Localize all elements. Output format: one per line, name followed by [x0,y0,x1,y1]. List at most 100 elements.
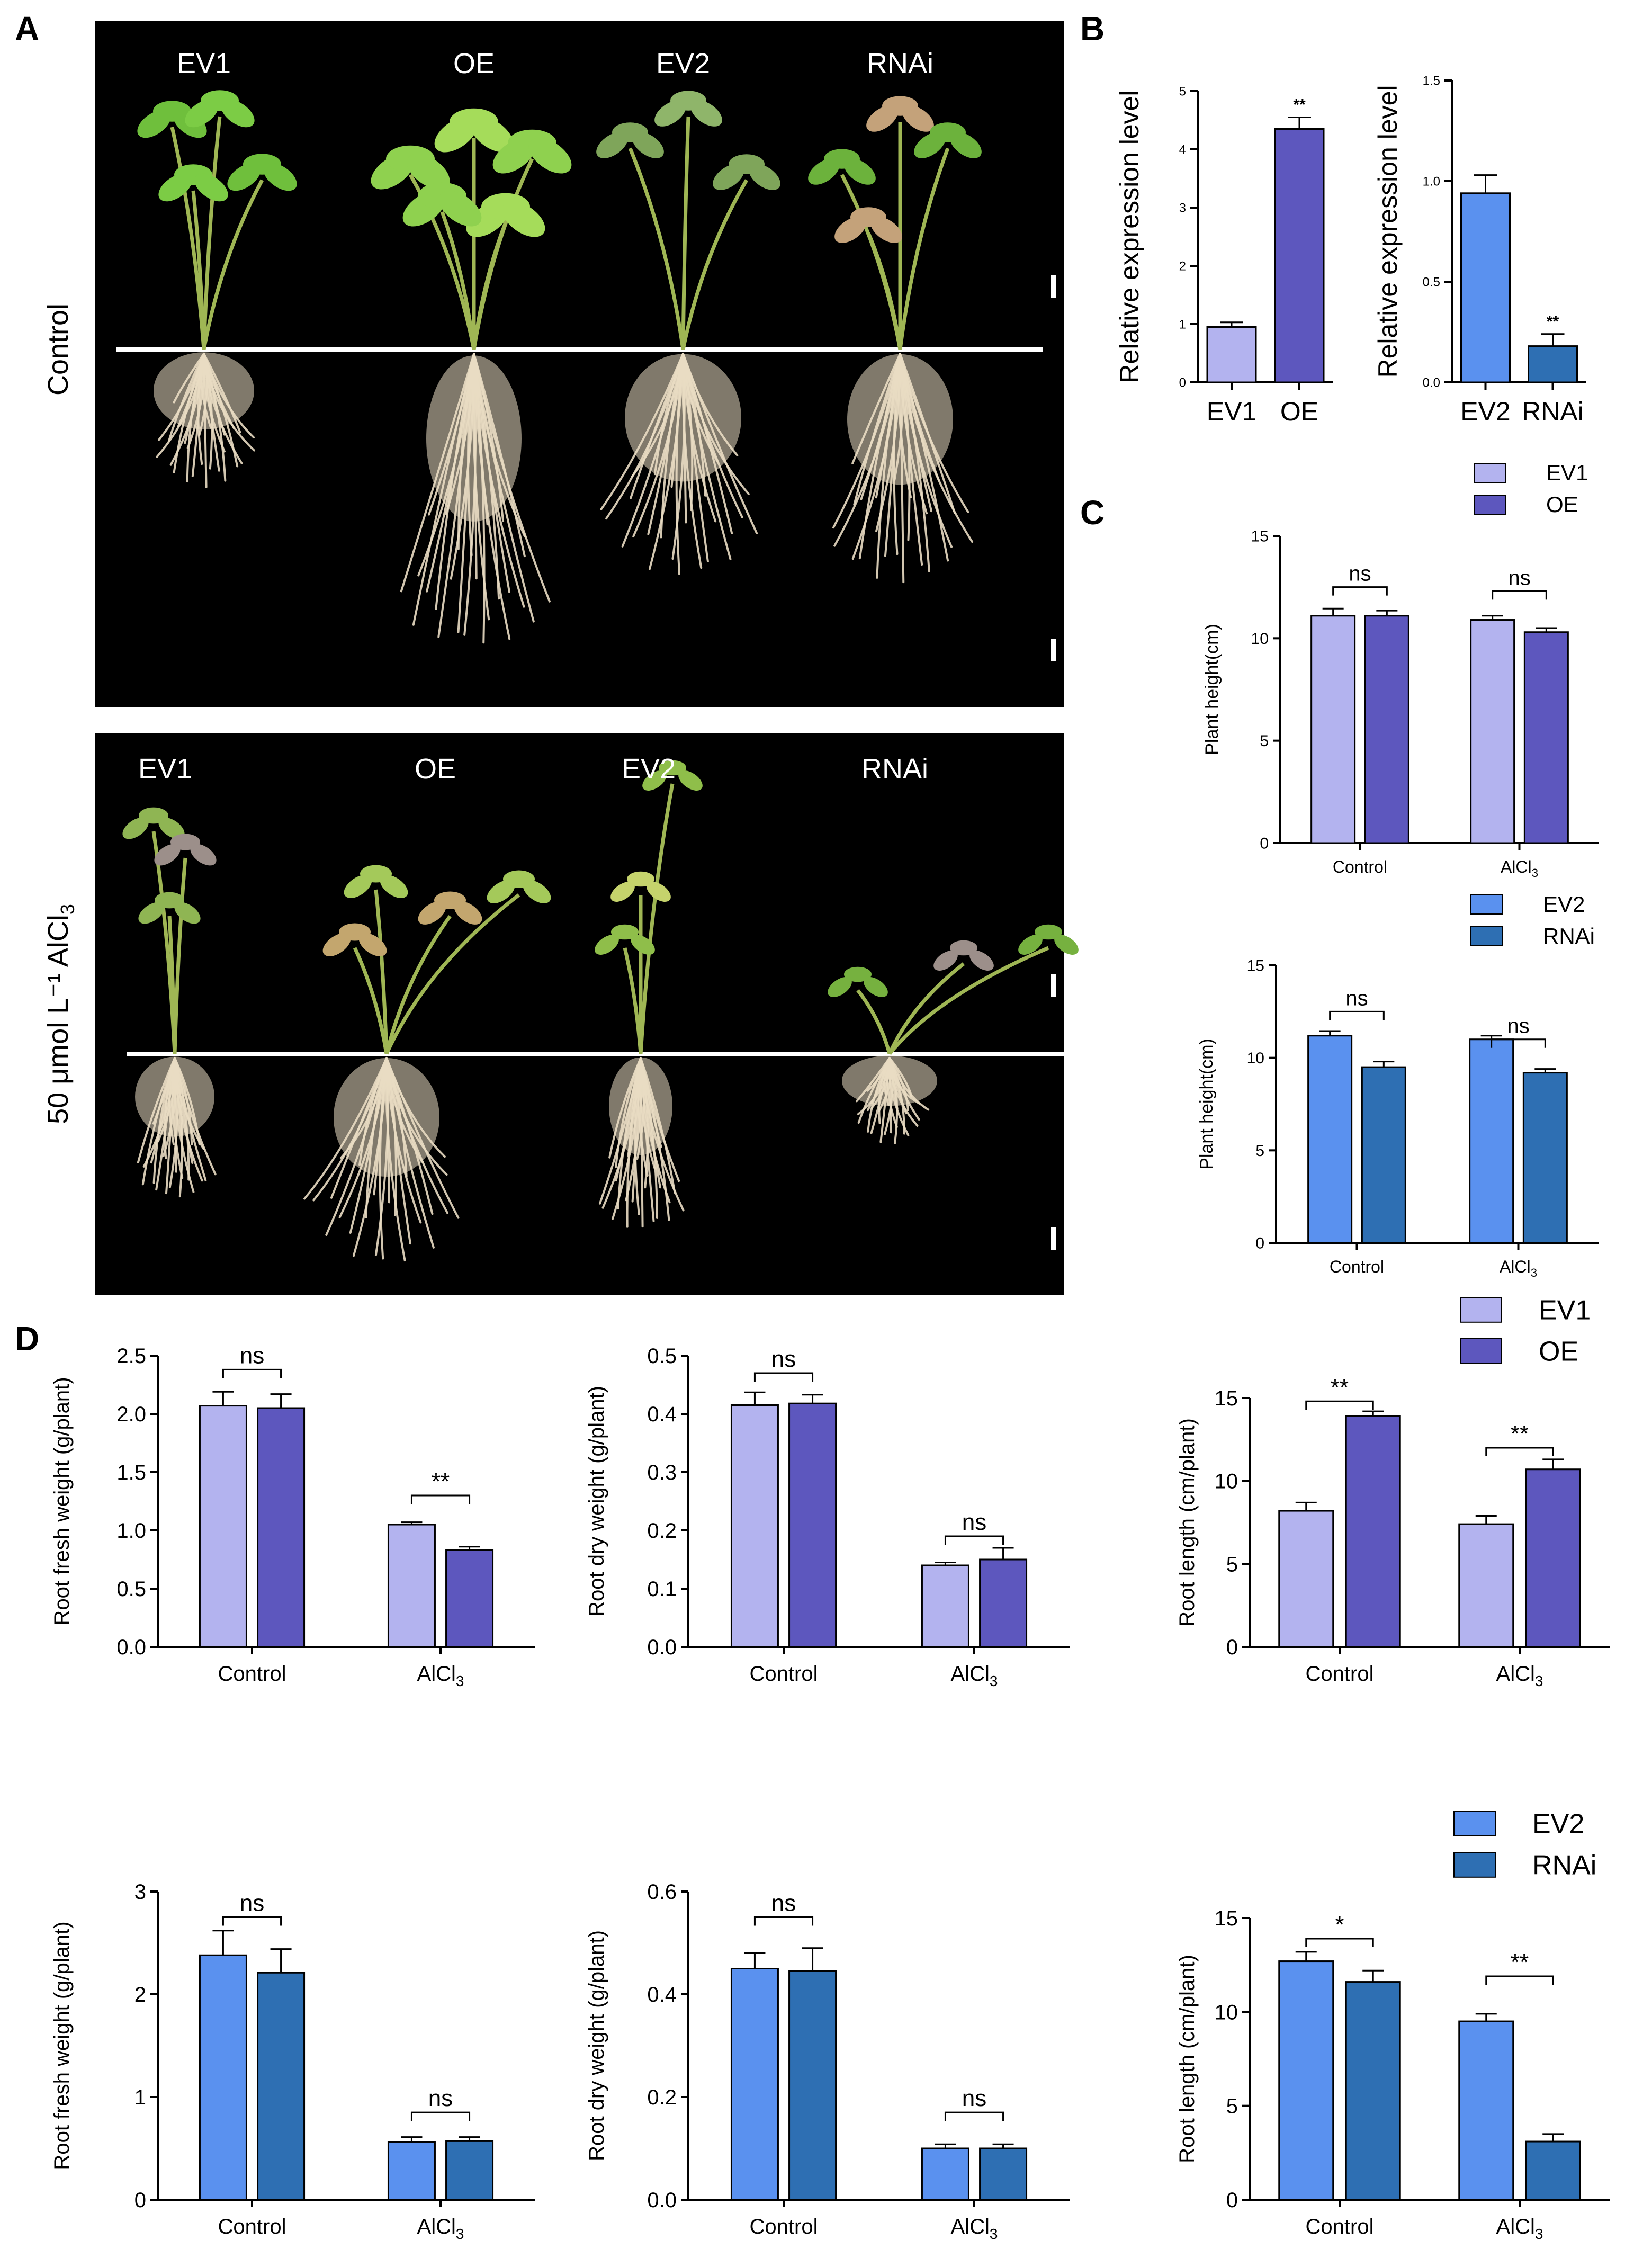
plant-shoot [137,90,297,350]
bar-oe-0 [788,1402,837,1648]
legend-c-bottom: EV2 RNAi [1470,892,1595,948]
x-tick-subscript: 3 [1531,1266,1537,1279]
y-tick-label: 2 [1179,259,1186,273]
y-tick-label: 10 [1215,1470,1238,1493]
plant-shoot [122,807,217,1054]
y-tick-label: 0 [1226,2189,1238,2212]
x-tick-label: AlCl3 [417,1662,464,1689]
plant-roots [842,1055,937,1144]
y-tick-label: 0.6 [647,1880,677,1904]
plant-roots [600,353,758,576]
leaf [454,901,482,925]
significance-label: ns [428,2085,453,2111]
leaf [1035,924,1062,940]
leaf [154,844,181,866]
legend-swatch-rnai [1470,926,1503,946]
bar-oe-0 [1345,1415,1401,1648]
leaf [631,935,655,955]
significance-bracket [1485,1447,1554,1456]
legend-swatch-ev2 [1453,1811,1496,1836]
y-tick-label: 0.0 [1423,375,1440,390]
panel-letter-b: B [1080,10,1105,48]
plant-label-oe-control: OE [453,48,495,79]
y-tick-label: 0.5 [647,1345,677,1368]
stem [440,211,476,350]
bar-ev1-1 [1470,619,1515,844]
significance-bracket [1492,590,1547,600]
legend-label-ev2: EV2 [1532,1809,1584,1840]
leaf [642,770,667,791]
leaf [194,173,228,202]
x-tick-label: AlCl3 [1500,1257,1537,1279]
plant-1 [371,108,572,644]
y-axis-label: Root length (cm/plant) [1175,1955,1199,2163]
plant-2 [596,91,780,576]
y-axis-label: Root fresh weight (g/plant) [50,1377,74,1625]
leaf [438,191,482,227]
bar-ev2-0 [1278,1960,1334,2201]
stem [888,946,1049,1055]
leaf [933,951,958,971]
y-tick-label: 5 [1226,1553,1238,1576]
plant-label-rnai-al: RNAi [861,753,928,785]
stem [887,962,965,1055]
stem [681,179,749,350]
y-tick-label: 5 [1179,84,1186,98]
stem [191,190,206,350]
leaf [138,902,165,924]
stem [202,179,264,350]
stem [898,147,950,350]
panel-letter-a: A [15,10,39,48]
y-tick-label: 4 [1179,142,1186,157]
leaf [627,871,654,887]
y-tick-label: 1 [134,2086,146,2109]
root-mass [609,1057,672,1155]
leaf [418,901,446,925]
photo-aluminium: EV1 OE EV2 RNAi [95,733,1080,1295]
root-mass [847,354,953,485]
plant-label-ev1-al: EV1 [138,753,192,785]
y-tick-label: 1.5 [1423,74,1440,88]
legend-label-oe: OE [1539,1337,1578,1367]
bar-ev1-0 [199,1405,247,1648]
chart-c-plant-height-oe: 0 5 10 15 Plant height(cm) Control ns AlCl3 ns [1202,528,1599,880]
significance-bracket [410,1494,471,1504]
bar-ev2-1 [387,2141,436,2201]
legend-label-rnai: RNAi [1532,1850,1596,1881]
x-tick-label: AlCl3 [1496,2215,1543,2242]
chart-b-expression-rnai: 0.0 0.5 1.0 1.5 Relative expression level EV2… [1373,74,1586,426]
leaf [487,880,515,903]
x-tick-label: EV2 [1460,397,1511,426]
y-tick-label: 1.0 [116,1519,146,1543]
plant-label-ev2-al: EV2 [622,753,676,785]
y-tick-label: 0 [1226,1636,1238,1659]
chart-d-root-fresh-weight-oe: 0.0 0.5 1.0 1.5 2.0 2.5 Root fresh weight (g/p… [50,1342,535,1689]
y-tick-label: 2 [134,1983,146,2006]
leaf [523,880,551,903]
legend-label-ev2: EV2 [1543,892,1585,917]
y-axis-label: Relative expression level [1115,90,1144,383]
leaf [678,770,703,791]
y-tick-label: 15 [1215,1387,1238,1410]
leaf [358,933,387,956]
bar-ev1-0 [1310,615,1356,844]
y-tick-label: 0.1 [647,1578,677,1601]
plant-label-rnai-control: RNAi [867,48,933,79]
plant-roots [154,352,255,488]
chart-d-root-length-rnai: 0 5 10 15 Root length (cm/plant) Control * AlCl… [1175,1907,1610,2242]
y-tick-label: 5 [1255,1142,1264,1160]
bar-ev1-1 [921,1564,969,1648]
plant-label-ev2-control: EV2 [656,48,710,79]
legend-label-oe: OE [1546,492,1578,517]
bar-rnai [1528,345,1578,383]
bar-ev1-1 [387,1524,436,1648]
stem [856,989,892,1054]
y-tick-label: 5 [1226,2095,1238,2118]
significance-label: ns [240,1890,264,1916]
significance-bracket [222,1368,282,1378]
leaf [902,105,934,132]
chart-b-expression-oe: 0 1 2 3 4 5 Relative expression level EV1 OE ** [1115,84,1333,426]
significance-bracket [1485,1975,1554,1985]
leaf [828,977,852,997]
y-axis-label: Relative expression level [1373,85,1403,378]
